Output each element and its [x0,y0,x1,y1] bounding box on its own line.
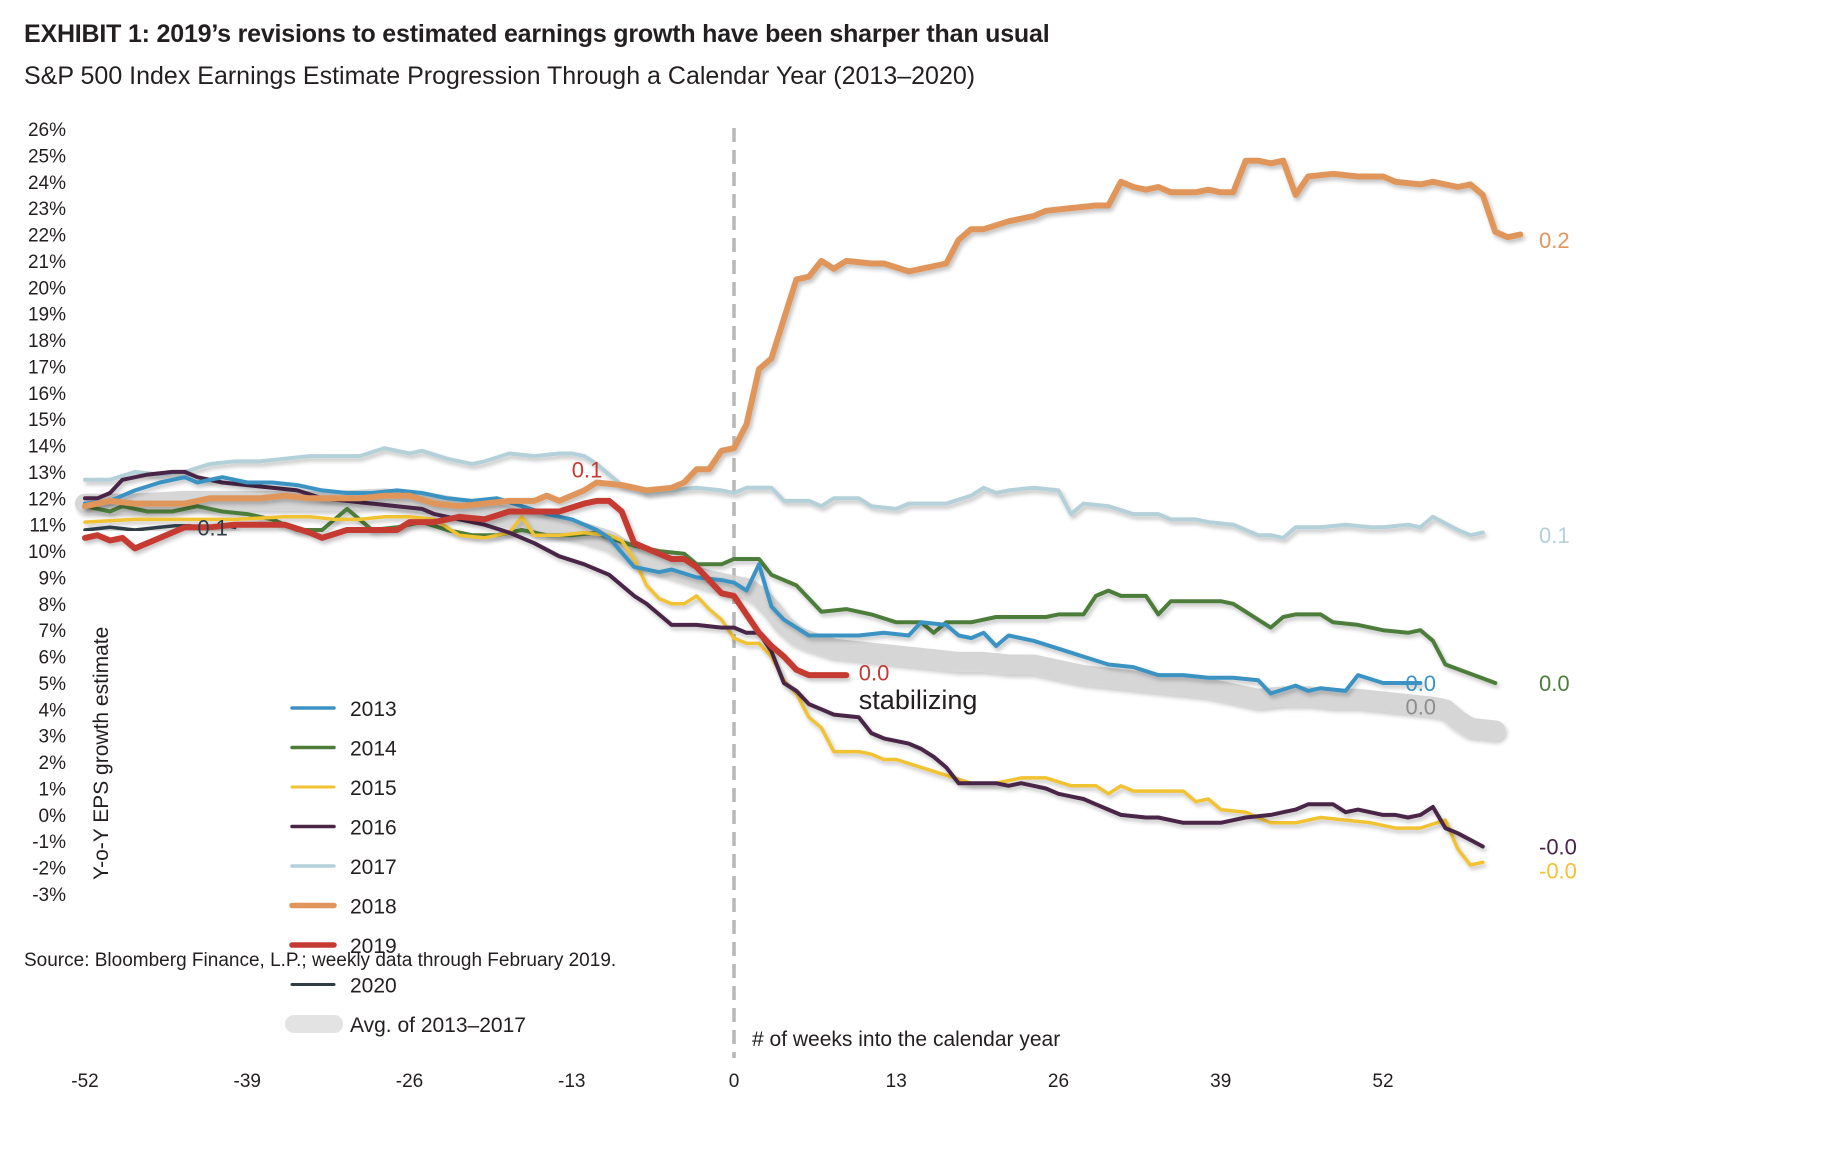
series-line-2019 [82,497,850,679]
legend-label: 2020 [350,975,397,998]
x-tick-label: -52 [71,1071,98,1092]
series-label-2018: 0.2 [1539,228,1570,253]
series-label-2013: 0.0 [1405,671,1436,696]
x-tick-label: -39 [234,1071,261,1092]
y-tick-label: 13% [28,463,66,484]
legend-item-2018: 2018 [289,896,397,919]
legend-label: 2015 [350,777,397,800]
y-tick-label: 2% [39,753,67,774]
y-tick-label: 21% [28,252,66,273]
y-tick-label: 4% [39,700,67,721]
legend-label: 2014 [350,738,397,761]
y-tick-label: 14% [28,437,66,458]
legend-item-2015: 2015 [290,777,397,800]
x-tick-label: 26 [1048,1071,1069,1092]
y-tick-label: -1% [32,832,66,853]
legend: 2013 2014 2015 2016 2017 2018 2019 2020 Avg. of … [285,698,526,1037]
y-tick-label: 1% [39,779,67,800]
legend-label: Avg. of 2013–2017 [350,1014,526,1037]
legend-item-2019: 2019 [289,935,397,958]
y-tick-label: 0% [39,806,67,827]
x-tick-label: 39 [1210,1071,1231,1092]
y-tick-label: 12% [28,489,66,510]
y-tick-label: 20% [28,278,66,299]
series-label-avg-of-2013-2017: 0.0 [1405,695,1436,720]
y-axis-ticks: 26% 25% 24% 23% 22% 21% 20% 19% 18% 17% 16% 15% 14% 1… [28,120,66,906]
series-line-2013 [83,475,1423,696]
x-axis-ticks: -52 -39 -26 -13 0 13 26 39 52 [71,1071,1393,1092]
series-line-2017 [83,446,1485,540]
x-axis-label: # of weeks into the calendar year [752,1028,1060,1051]
series-label-2019: 0.1 [572,457,603,482]
chart-subtitle: S&P 500 Index Earnings Estimate Progress… [24,62,976,90]
legend-item-2014: 2014 [290,738,397,761]
series-label-2015: -0.0 [1539,858,1577,883]
source-note: Source: Bloomberg Finance, L.P.; weekly … [24,950,617,971]
legend-item-2020: 2020 [290,975,397,998]
y-tick-label: 25% [28,146,66,167]
legend-item-2016: 2016 [290,817,397,840]
x-tick-label: 13 [886,1071,907,1092]
y-tick-label: 22% [28,226,66,247]
series-label-2017: 0.1 [1539,523,1570,548]
x-tick-label: -26 [396,1071,423,1092]
y-tick-label: 26% [28,120,66,141]
series-label-2019: 0.0 [859,660,890,685]
legend-label: 2017 [350,856,397,879]
y-tick-label: 9% [39,568,67,589]
y-tick-label: 6% [39,648,67,669]
series-line-avg-of-2013-2017 [75,488,1506,741]
stabilizing-annotation: stabilizing [859,685,978,715]
y-tick-label: 11% [29,516,66,537]
y-tick-label: 5% [39,674,67,695]
series-end-labels: 0.10.10.00.20.10.0 0.00.0-0.0-0.0 [197,228,1577,883]
y-tick-label: 15% [28,410,66,431]
legend-swatch [285,1015,343,1033]
y-tick-label: 24% [28,173,66,194]
legend-label: 2018 [350,896,397,919]
x-tick-label: 52 [1372,1071,1393,1092]
series-line-2018 [82,157,1524,510]
series-label-2020: 0.1 [197,515,228,540]
legend-item-avg-of-2013-2017: Avg. of 2013–2017 [285,1014,526,1037]
y-tick-label: 10% [28,542,66,563]
legend-label: 2016 [350,817,397,840]
legend-label: 2019 [350,935,397,958]
exhibit-title: EXHIBIT 1: 2019’s revisions to estimated… [24,20,1050,48]
y-tick-label: 23% [28,199,66,220]
y-tick-label: 8% [39,595,67,616]
y-tick-label: 18% [28,331,66,352]
series-layer [82,157,1524,867]
x-tick-label: 0 [729,1071,740,1092]
y-tick-label: 16% [28,384,66,405]
series-line-2014 [83,504,1498,685]
y-tick-label: 7% [39,621,67,642]
series-label-2016: -0.0 [1539,835,1577,860]
series-label-2014: 0.0 [1539,671,1570,696]
y-tick-label: -3% [32,885,66,906]
legend-item-2013: 2013 [290,698,397,721]
y-tick-label: 3% [39,727,67,748]
y-tick-label: 19% [28,305,66,326]
y-tick-label: -2% [32,859,66,880]
series-line-2016 [83,469,1485,849]
average-band-layer [75,488,1506,741]
legend-item-2017: 2017 [290,856,397,879]
y-tick-label: 17% [28,357,66,378]
x-tick-label: -13 [558,1071,585,1092]
series-line-2015 [83,515,1485,867]
legend-label: 2013 [350,698,397,721]
y-axis-label: Y-o-Y EPS growth estimate [90,627,113,880]
